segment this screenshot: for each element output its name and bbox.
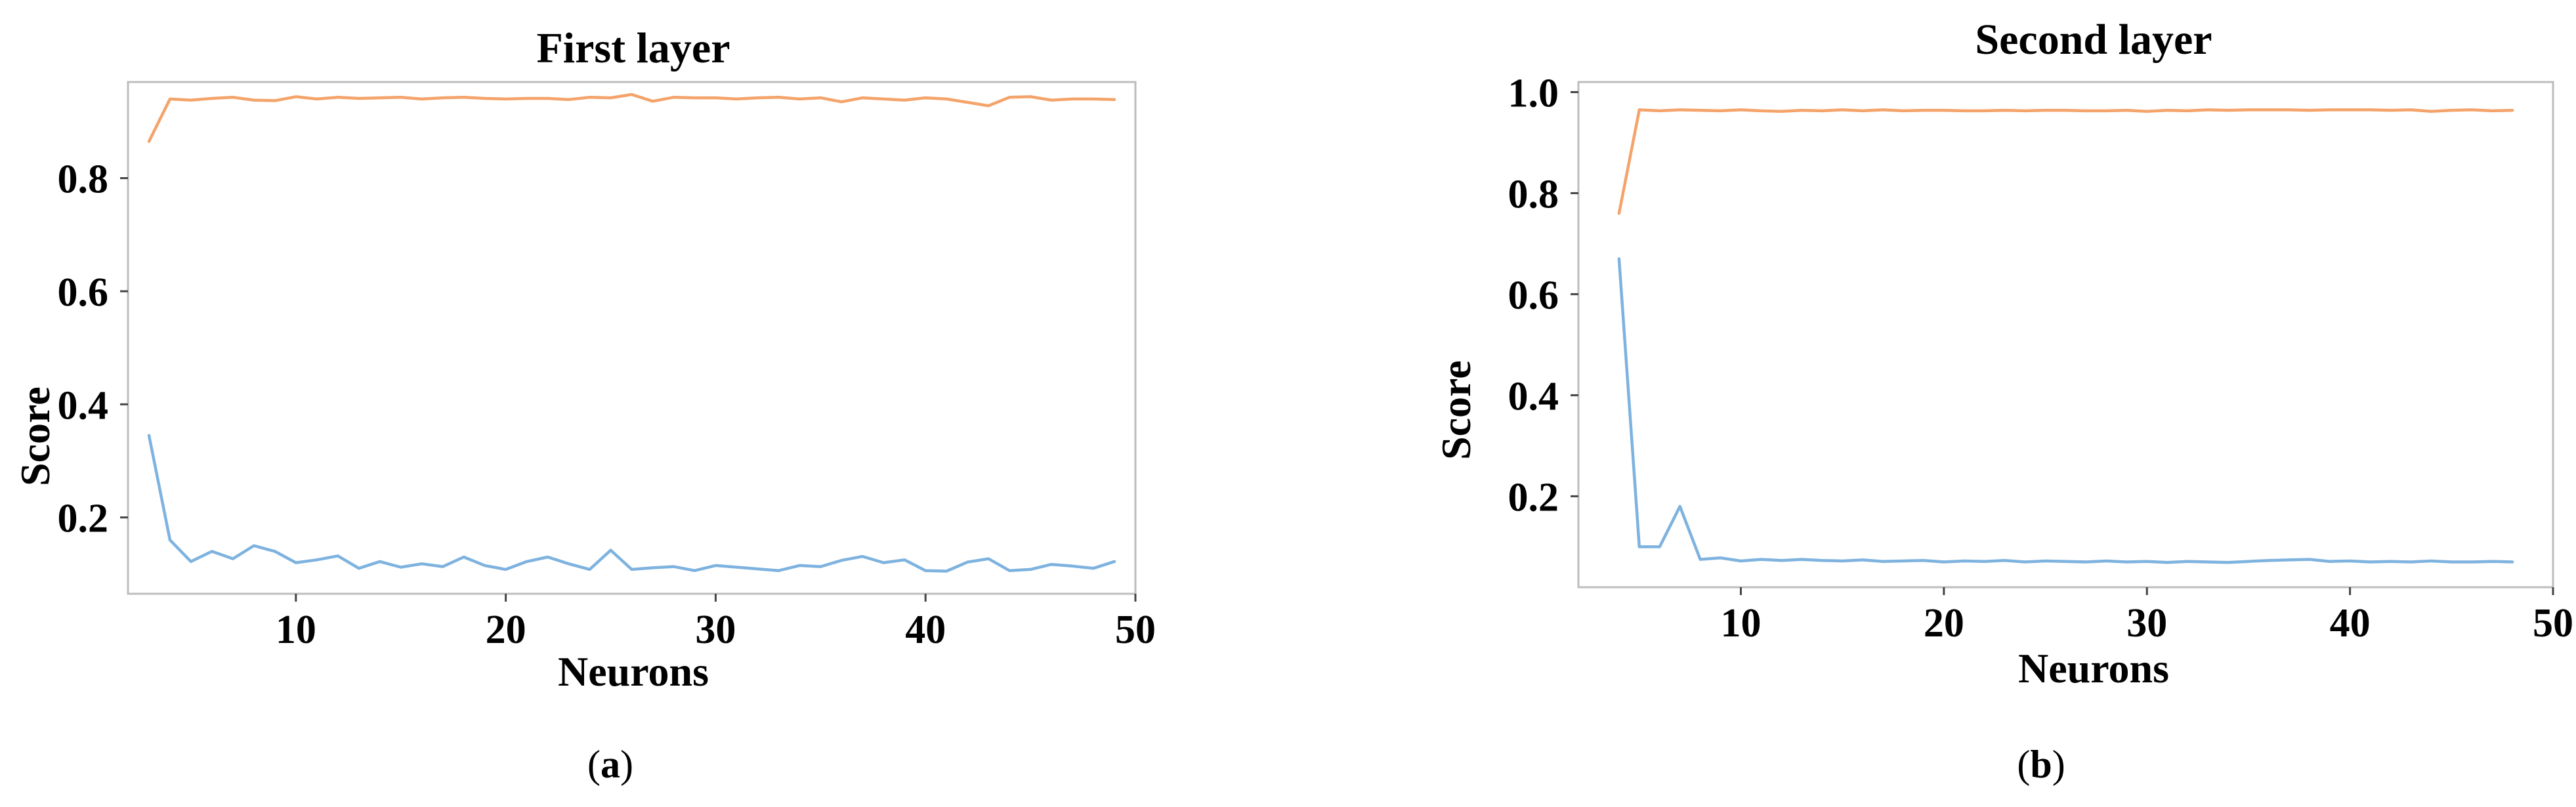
x-tick-label: 10 bbox=[276, 608, 316, 652]
chart-first-layer: First layer 0.2 0.4 0.6 0.8 10 20 30 40 50 Scor… bbox=[12, 24, 1156, 786]
x-tick-label: 20 bbox=[486, 608, 526, 652]
x-tick-label: 40 bbox=[2330, 601, 2371, 646]
y-tick-label: 0.2 bbox=[58, 497, 109, 541]
y-tick-label: 0.6 bbox=[58, 270, 109, 315]
series-line-upper bbox=[147, 93, 1116, 143]
x-tick-label: 20 bbox=[1924, 601, 1964, 646]
panel-caption-letter: b bbox=[2030, 743, 2052, 786]
y-tick-label: 1.0 bbox=[1508, 71, 1559, 115]
panel-caption: (b) bbox=[2017, 743, 2065, 786]
y-tick-label: 0.2 bbox=[1508, 475, 1559, 520]
x-tick-label: 50 bbox=[2533, 601, 2573, 646]
panel-caption-letter: a bbox=[601, 743, 620, 786]
x-axis-label: Neurons bbox=[2018, 645, 2169, 692]
series-line-lower bbox=[1617, 257, 2514, 564]
chart-title: First layer bbox=[536, 24, 730, 72]
x-ticks: 10 20 30 40 50 bbox=[276, 594, 1156, 652]
x-tick-label: 30 bbox=[695, 608, 736, 652]
y-tick-label: 0.8 bbox=[1508, 172, 1559, 217]
y-tick-label: 0.4 bbox=[58, 383, 109, 428]
plot-content bbox=[147, 93, 1116, 573]
y-axis-label: Score bbox=[12, 386, 58, 486]
x-axis-label: Neurons bbox=[558, 648, 709, 695]
panel-caption: (a) bbox=[587, 743, 633, 786]
x-tick-label: 10 bbox=[1721, 601, 1762, 646]
x-tick-label: 50 bbox=[1115, 608, 1156, 652]
series-line-upper bbox=[1617, 108, 2514, 215]
series-line-lower bbox=[147, 434, 1116, 573]
y-tick-label: 0.8 bbox=[58, 157, 109, 202]
y-axis-label: Score bbox=[1433, 360, 1479, 460]
chart-second-layer: Second layer 0.20.40.60.81.0 10 20 30 40 50 … bbox=[1433, 16, 2573, 786]
x-ticks: 10 20 30 40 50 bbox=[1721, 587, 2573, 646]
y-ticks: 0.2 0.4 0.6 0.8 bbox=[58, 157, 128, 541]
y-ticks: 0.2 0.4 0.6 0.8 1.0 bbox=[1508, 71, 1578, 520]
chart-title: Second layer bbox=[1975, 16, 2212, 64]
y-tick-label: 0.4 bbox=[1508, 374, 1559, 419]
x-tick-label: 40 bbox=[905, 608, 946, 652]
y-tick-label: 0.6 bbox=[1508, 273, 1559, 318]
plot-content bbox=[1617, 108, 2514, 564]
plot-area bbox=[1577, 81, 2554, 589]
x-tick-label: 30 bbox=[2126, 601, 2167, 646]
plot-area bbox=[127, 81, 1137, 595]
